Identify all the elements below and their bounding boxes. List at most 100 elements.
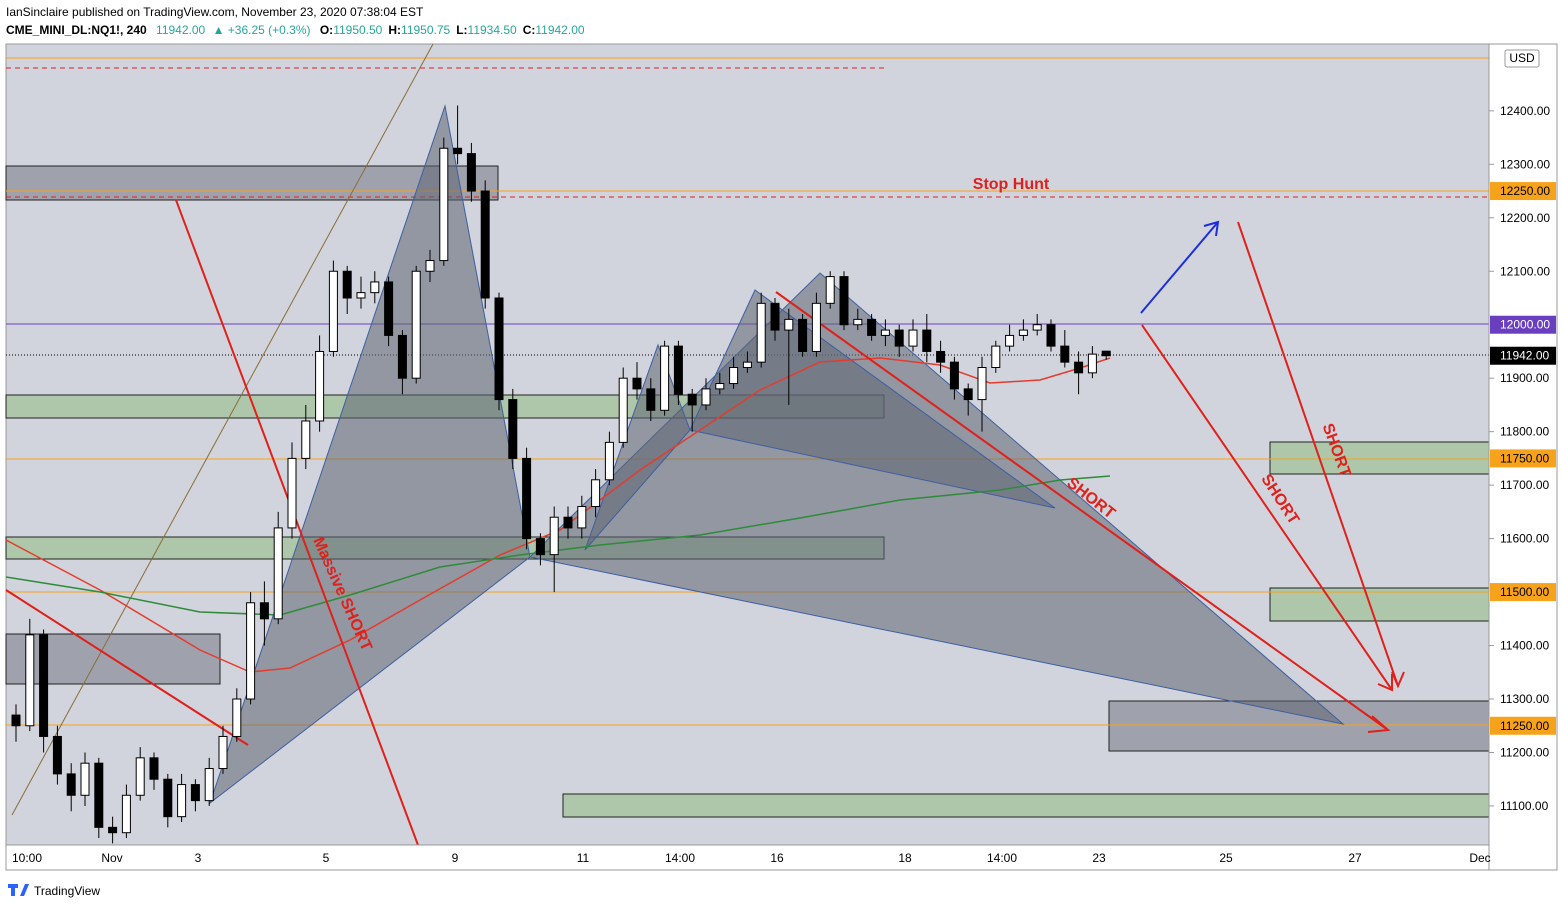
y-tick-label: 11100.00 <box>1500 799 1549 813</box>
candle-body <box>177 784 187 818</box>
symbol: CME_MINI_DL:NQ1!, 240 <box>6 23 147 37</box>
candle-body <box>121 794 131 834</box>
price-label: 11942.00 <box>1500 349 1549 363</box>
candle-body <box>246 602 256 700</box>
arrow-head <box>1391 671 1405 689</box>
candle-body <box>1060 345 1070 363</box>
candle-body <box>949 361 959 390</box>
time-axis <box>5 844 1490 871</box>
x-tick-label: 3 <box>195 851 202 865</box>
candle-body <box>742 361 752 369</box>
candle-body <box>894 329 904 347</box>
price-label-bg <box>1490 449 1556 468</box>
candle-body <box>963 388 973 401</box>
candle-body <box>80 762 90 796</box>
price-label: 12000.00 <box>1500 318 1550 332</box>
ohlc-value: 11950.75 <box>401 23 450 37</box>
x-tick-label: 14:00 <box>665 851 695 865</box>
candle-body <box>453 147 463 155</box>
candle-body <box>411 270 421 379</box>
candle-body <box>259 602 269 620</box>
candle-body <box>356 292 366 299</box>
logo <box>8 884 29 896</box>
candle-body <box>342 270 352 299</box>
ohlc-value: 11942.00 <box>535 23 584 37</box>
price-label: 11250.00 <box>1500 719 1549 733</box>
y-tick-label: 11900.00 <box>1500 371 1549 385</box>
x-tick-label: 18 <box>898 851 912 865</box>
candle-body <box>370 281 380 294</box>
y-tick-label: 12100.00 <box>1500 264 1550 278</box>
candle-body <box>39 634 49 737</box>
y-tick-label: 11200.00 <box>1500 745 1549 759</box>
candle-body <box>908 329 918 347</box>
candle-body <box>991 345 1001 369</box>
candle-body <box>591 479 601 508</box>
x-tick-label: 10:00 <box>12 851 42 865</box>
change: ▲ +36.25 (+0.3%) <box>213 23 311 37</box>
candle-body <box>618 377 628 443</box>
arrow-head <box>1377 674 1393 692</box>
price-label-bg <box>1490 315 1556 334</box>
candle-body <box>577 506 587 529</box>
price-label-bg <box>1490 716 1556 735</box>
candle-body <box>880 329 890 336</box>
ohlc-value: 11950.50 <box>333 23 382 37</box>
candle-body <box>273 527 283 620</box>
candle-body <box>439 147 449 262</box>
red-arrow <box>775 291 1389 731</box>
price-label: 12250.00 <box>1500 184 1550 198</box>
candle-body <box>94 762 104 828</box>
candle-body <box>646 388 656 411</box>
candle-body <box>1032 324 1042 331</box>
candle-body <box>1087 353 1097 374</box>
x-tick-label: 5 <box>323 851 330 865</box>
red-arrow <box>1237 221 1399 687</box>
x-tick-label: 11 <box>577 851 590 865</box>
candle-body <box>232 698 242 737</box>
price-label-bg <box>1490 182 1556 201</box>
y-tick-label: 11800.00 <box>1500 425 1549 439</box>
candle-body <box>204 768 214 802</box>
candle-body <box>384 281 394 336</box>
footer-brand: TradingView <box>34 884 100 898</box>
zone <box>1269 441 1490 475</box>
candle-body <box>1046 324 1056 347</box>
candle-body <box>508 399 518 459</box>
candle-body <box>1101 350 1111 357</box>
ohlc-label: O: <box>320 23 333 37</box>
pattern <box>689 289 1056 509</box>
symbol-line: CME_MINI_DL:NQ1!, 240 11942.00 ▲ +36.25 … <box>6 23 585 37</box>
candle-body <box>1018 329 1028 336</box>
x-tick-label: Nov <box>101 851 122 865</box>
red-arrow <box>1141 324 1393 691</box>
candle-body <box>660 345 670 411</box>
candle-body <box>494 297 504 401</box>
arrow-head <box>1203 220 1220 237</box>
candle-body <box>328 270 338 352</box>
blue-arrow <box>1140 221 1219 314</box>
x-tick-label: 27 <box>1348 851 1362 865</box>
candle-body <box>535 538 545 556</box>
x-tick-label: 25 <box>1219 851 1233 865</box>
candle-body <box>729 367 739 385</box>
ohlc-label: C: <box>523 23 536 37</box>
candle-body <box>480 190 490 299</box>
candle-body <box>922 329 932 352</box>
y-tick-label: 11700.00 <box>1500 478 1549 492</box>
candle-body <box>397 334 407 379</box>
candle-body <box>149 757 159 780</box>
y-tick-label: 11600.00 <box>1500 532 1549 546</box>
candle-body <box>770 302 780 331</box>
candle-body <box>466 153 476 192</box>
candle-body <box>522 457 532 540</box>
price-label-bg <box>1490 583 1556 602</box>
price-label-bg <box>1490 346 1556 365</box>
candle-body <box>977 367 987 401</box>
ohlc-label: H: <box>388 23 401 37</box>
candle-body <box>315 350 325 422</box>
x-tick-label: 23 <box>1092 851 1106 865</box>
candle-body <box>936 350 946 363</box>
